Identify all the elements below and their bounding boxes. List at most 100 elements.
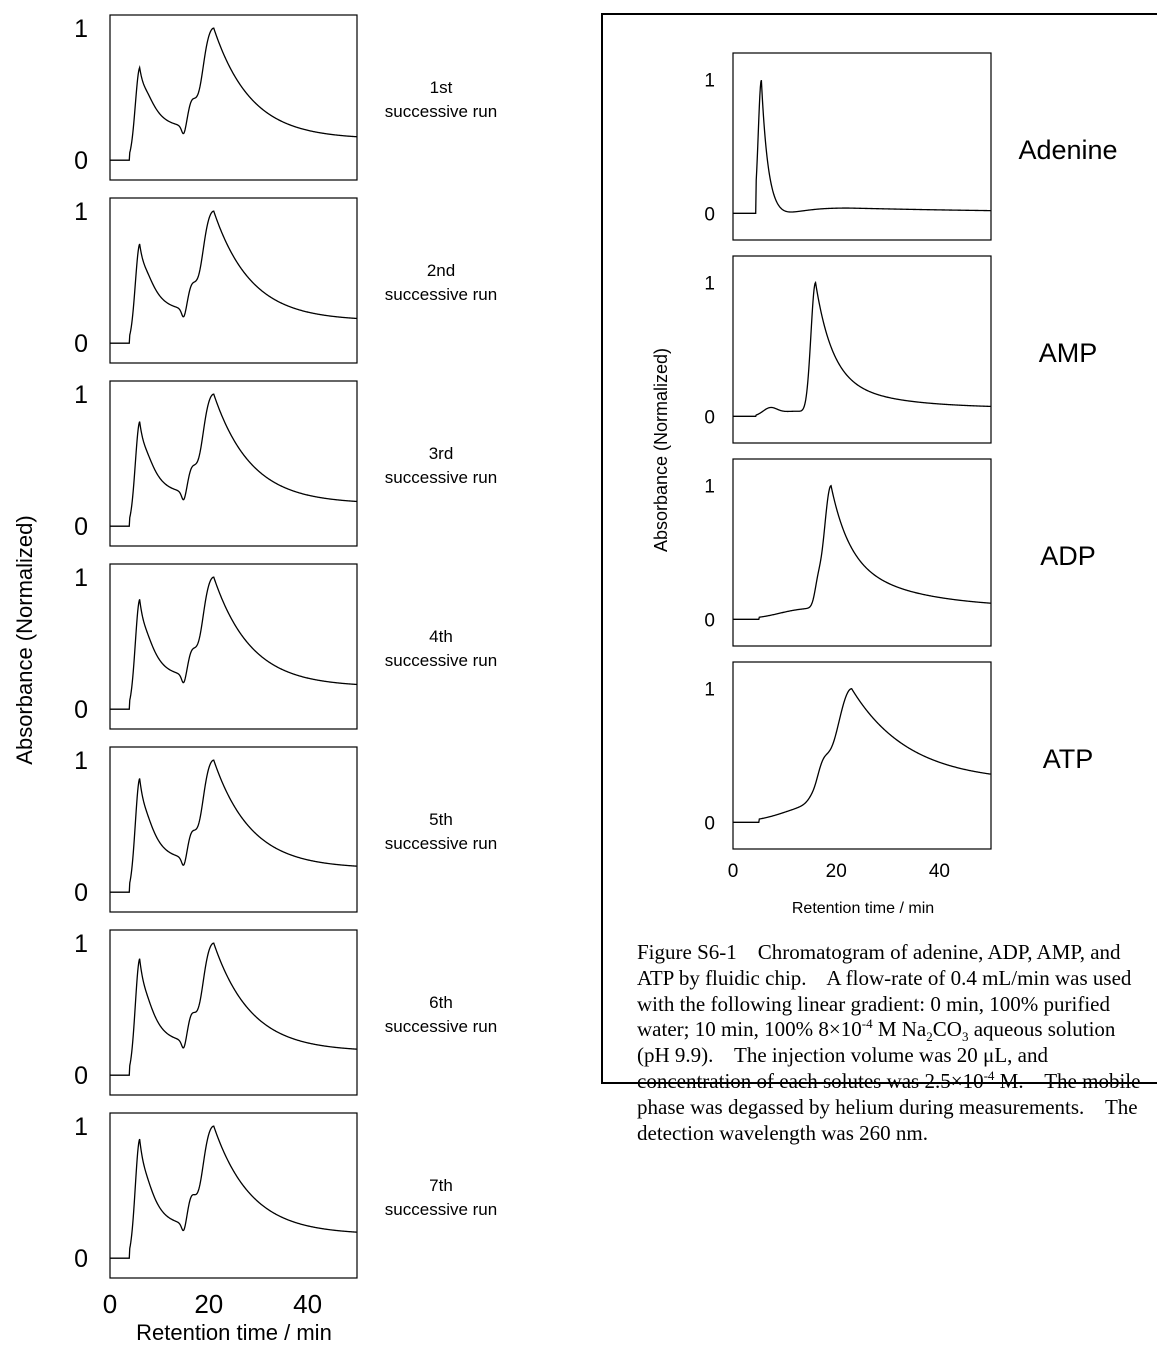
solute-label: ADP [1040, 541, 1096, 571]
right-x-axis-label: Retention time / min [792, 900, 934, 917]
x-tick-label-20: 20 [194, 1289, 223, 1319]
run-label-text: successive run [385, 1017, 497, 1036]
solute-trace [733, 688, 991, 823]
run-label-text: successive run [385, 1200, 497, 1219]
x-tick-label-20: 20 [826, 861, 847, 882]
y-tick-label-1: 1 [704, 477, 715, 498]
caption-text-8: The mobile phase was degassed by helium … [637, 1068, 1141, 1119]
y-tick-label-1: 1 [74, 15, 88, 43]
solute-plot-atp: 0 1 ATP 0 20 40 [704, 661, 1094, 882]
run-plot-7: 0 1 7th successive run 0 20 40 [74, 1112, 497, 1319]
y-tick-label-0: 0 [704, 813, 715, 834]
y-tick-label-0: 0 [74, 1062, 88, 1090]
run-plot-frame [109, 380, 358, 547]
right-y-axis-label: Absorbance (Normalized) [651, 348, 671, 552]
solute-plot-frame [732, 661, 992, 850]
y-tick-label-1: 1 [74, 564, 88, 592]
run-label-ordinal: 5th [429, 810, 453, 829]
run-trace [110, 27, 357, 161]
solute-plot-frame [732, 52, 992, 241]
caption-text-9: The detection wavelength was 260 nm. [637, 1094, 1138, 1145]
run-label-ordinal: 1st [430, 78, 453, 97]
caption-text-5: aqueous solution (pH 9.9). [637, 1017, 1116, 1068]
run-label-ordinal: 3rd [429, 444, 454, 463]
solute-trace [733, 80, 991, 214]
x-tick-label-40: 40 [929, 861, 950, 882]
solute-plot-frame [732, 458, 992, 647]
caption-text-7: M. [994, 1068, 1024, 1093]
y-tick-label-1: 1 [74, 381, 88, 409]
caption-subscript-1: 2 [926, 1029, 933, 1045]
run-plot-4: 0 1 4th successive run [74, 563, 497, 730]
run-trace [110, 1125, 357, 1259]
run-label-ordinal: 4th [429, 627, 453, 646]
run-label-text: successive run [385, 468, 497, 487]
y-tick-label-0: 0 [704, 204, 715, 225]
solute-trace [733, 280, 991, 417]
x-tick-label-40: 40 [293, 1289, 322, 1319]
solute-label: AMP [1039, 338, 1098, 368]
solute-label: ATP [1043, 744, 1094, 774]
run-trace [110, 942, 357, 1076]
run-plot-2: 0 1 2nd successive run [74, 197, 497, 364]
caption-text-2: A flow-rate of 0.4 mL/min was used with … [637, 965, 1132, 1042]
y-tick-label-0: 0 [74, 147, 88, 175]
caption-subscript-2: 3 [961, 1029, 969, 1045]
solute-trace [733, 484, 991, 620]
solute-label: Adenine [1018, 135, 1117, 165]
y-tick-label-1: 1 [74, 1113, 88, 1141]
run-label-ordinal: 2nd [427, 261, 455, 280]
run-plot-frame [109, 563, 358, 730]
run-label-text: successive run [385, 285, 497, 304]
run-label-text: successive run [385, 834, 497, 853]
left-y-axis-label: Absorbance (Normalized) [12, 515, 37, 764]
run-label-ordinal: 7th [429, 1176, 453, 1195]
run-plot-frame [109, 197, 358, 364]
y-tick-label-0: 0 [704, 610, 715, 631]
caption-exponent-2: -4 [983, 1067, 995, 1083]
y-tick-label-0: 0 [74, 696, 88, 724]
y-tick-label-1: 1 [74, 747, 88, 775]
left-x-axis-label: Retention time / min [136, 1320, 332, 1345]
x-tick-label-0: 0 [103, 1289, 117, 1319]
run-label-text: successive run [385, 102, 497, 121]
run-plot-1: 0 1 1st successive run [74, 14, 497, 181]
caption-box [601, 13, 1157, 1084]
run-plot-frame [109, 1112, 358, 1279]
run-plot-5: 0 1 5th successive run [74, 746, 497, 913]
run-trace [110, 576, 357, 710]
y-tick-label-0: 0 [74, 1245, 88, 1273]
run-plot-frame [109, 929, 358, 1096]
solute-plot-adp: 0 1 ADP [704, 458, 1096, 647]
y-tick-label-0: 0 [74, 513, 88, 541]
solute-plot-amp: 0 1 AMP [704, 255, 1098, 444]
y-tick-label-1: 1 [704, 274, 715, 295]
run-plot-3: 0 1 3rd successive run [74, 380, 497, 547]
y-tick-label-0: 0 [74, 330, 88, 358]
run-label-ordinal: 6th [429, 993, 453, 1012]
solute-plot-frame [732, 255, 992, 444]
caption-figure-label: Figure S6-1 [637, 940, 737, 964]
figure-caption: Figure S6-1 Chromatogram of adenine, ADP… [637, 940, 1147, 1146]
y-tick-label-1: 1 [74, 930, 88, 958]
y-tick-label-1: 1 [704, 680, 715, 701]
run-label-text: successive run [385, 651, 497, 670]
y-tick-label-1: 1 [704, 71, 715, 92]
run-trace [110, 210, 357, 344]
caption-text-4: CO [932, 1017, 962, 1042]
run-trace [110, 393, 357, 527]
caption-text-1: Chromatogram of adenine, ADP, AMP, and A… [637, 940, 1121, 990]
x-tick-label-0: 0 [728, 861, 739, 882]
run-plot-frame [109, 746, 358, 913]
run-plot-6: 0 1 6th successive run [74, 929, 497, 1096]
caption-exponent-1: -4 [861, 1016, 873, 1032]
run-trace [110, 759, 357, 893]
y-tick-label-0: 0 [704, 407, 715, 428]
caption-text-6: The injection volume was 20 μL, and conc… [637, 1043, 1048, 1093]
y-tick-label-1: 1 [74, 198, 88, 226]
y-tick-label-0: 0 [74, 879, 88, 907]
caption-text-3: M Na [872, 1017, 927, 1042]
solute-plot-adenine: 0 1 Adenine [704, 52, 1118, 241]
run-plot-frame [109, 14, 358, 181]
